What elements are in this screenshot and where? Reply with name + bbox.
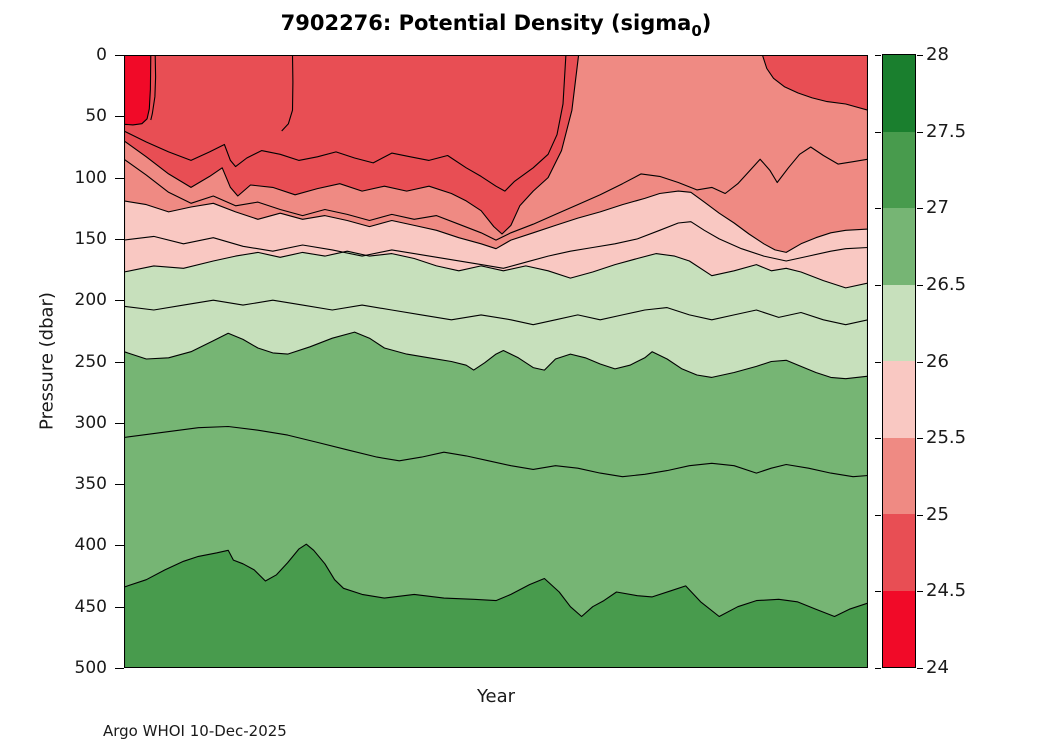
colorbar-tick-left	[875, 55, 881, 56]
colorbar-label-26.5: 26.5	[926, 273, 967, 295]
x-axis-label: Year	[476, 686, 516, 707]
colorbar-block-6	[883, 208, 915, 285]
colorbar-tick-left	[875, 131, 881, 133]
y-tick-label-0: 0	[96, 45, 107, 65]
y-tick-label-500: 500	[74, 658, 107, 678]
colorbar-tick-left	[875, 284, 881, 286]
contour-line-24.25	[150, 55, 157, 121]
y-tick-mark	[115, 484, 124, 486]
contour-line-25	[124, 55, 580, 235]
colorbar-label-27: 27	[926, 197, 949, 219]
colorbar-tick-left	[875, 514, 881, 516]
y-tick-label-350: 350	[74, 474, 107, 495]
y-tick-mark	[115, 116, 124, 118]
y-tick-label-200: 200	[74, 290, 107, 311]
y-tick-label-100: 100	[74, 167, 107, 188]
colorbar-tick-left	[875, 208, 881, 210]
colorbar-block-8	[883, 55, 915, 132]
plot-title-text: 7902276: Potential Density (sigma	[280, 11, 692, 35]
band-fill-25.5-26	[124, 191, 868, 288]
colorbar-label-24: 24	[926, 657, 949, 678]
colorbar-tick-right	[917, 55, 923, 56]
contour-line-26	[124, 250, 868, 289]
y-tick-label-400: 400	[74, 535, 107, 556]
y-tick-mark	[115, 300, 124, 302]
y-tick-label-250: 250	[74, 351, 107, 372]
contour-line-25	[761, 55, 868, 111]
colorbar-tick-right	[917, 438, 923, 440]
y-tick-mark	[115, 422, 124, 424]
contour-line-26.5	[124, 331, 868, 380]
band-fill-27-27.5	[124, 544, 868, 668]
colorbar-tick-left	[875, 668, 881, 669]
axes-box	[124, 55, 868, 668]
plot-title: 7902276: Potential Density (sigma0)	[124, 11, 868, 40]
colorbar-tick-right	[917, 514, 923, 516]
credit-text: Argo WHOI 10-Dec-2025	[103, 722, 287, 740]
colorbar-label-28: 28	[926, 44, 949, 65]
y-tick-label-450: 450	[74, 596, 107, 617]
colorbar-tick-left	[875, 438, 881, 440]
y-tick-label-300: 300	[74, 412, 107, 433]
contour-line-24.25	[281, 55, 294, 132]
contour-line-24.75	[124, 55, 567, 192]
band-fill-26.5-27	[124, 332, 868, 617]
colorbar-block-2	[883, 514, 915, 591]
colorbar-tick-left	[875, 591, 881, 593]
colorbar-block-1	[883, 590, 915, 667]
colorbar-label-24.5: 24.5	[926, 580, 967, 602]
band-fill-24.5-25	[124, 55, 579, 234]
contour-line-26.75	[124, 425, 868, 478]
colorbar-tick-right	[917, 284, 923, 286]
band-fill-24.5-25	[762, 55, 868, 111]
colorbar-tick-right	[917, 361, 923, 363]
colorbar-tick-right	[917, 131, 923, 133]
contour-line-26.25	[124, 299, 868, 326]
colorbar-block-4	[883, 361, 915, 438]
colorbar-block-5	[883, 284, 915, 361]
contour-line-24.5	[124, 55, 152, 126]
colorbar-tick-right	[917, 208, 923, 210]
contour-line-27	[124, 543, 868, 618]
colorbar-label-26: 26	[926, 350, 949, 372]
contour-plot-canvas	[124, 55, 868, 668]
y-tick-mark	[115, 177, 124, 179]
plot-title-subscript: 0	[691, 22, 702, 40]
y-tick-label-50: 50	[85, 106, 107, 127]
y-tick-label-150: 150	[74, 228, 107, 249]
colorbar-tick-right	[917, 668, 923, 669]
colorbar-label-27.5: 27.5	[926, 120, 967, 142]
band-fill-24-24.5	[124, 55, 151, 125]
y-tick-mark	[115, 238, 124, 240]
y-tick-mark	[115, 606, 124, 608]
colorbar-block-3	[883, 437, 915, 514]
colorbar-label-25: 25	[926, 503, 949, 525]
colorbar-tick-right	[917, 591, 923, 593]
contour-line-25.5	[124, 190, 868, 253]
y-tick-mark	[115, 55, 124, 56]
colorbar-tick-left	[875, 361, 881, 363]
band-fill-26-26.5	[124, 251, 868, 379]
contour-line-25.75	[124, 221, 868, 269]
colorbar-label-25.5: 25.5	[926, 427, 967, 449]
colorbar	[882, 54, 916, 668]
colorbar-block-7	[883, 131, 915, 208]
plot-title-suffix: )	[701, 11, 712, 35]
y-tick-mark	[115, 668, 124, 669]
contour-line-25.25	[124, 146, 868, 241]
y-tick-mark	[115, 545, 124, 547]
y-tick-mark	[115, 361, 124, 363]
